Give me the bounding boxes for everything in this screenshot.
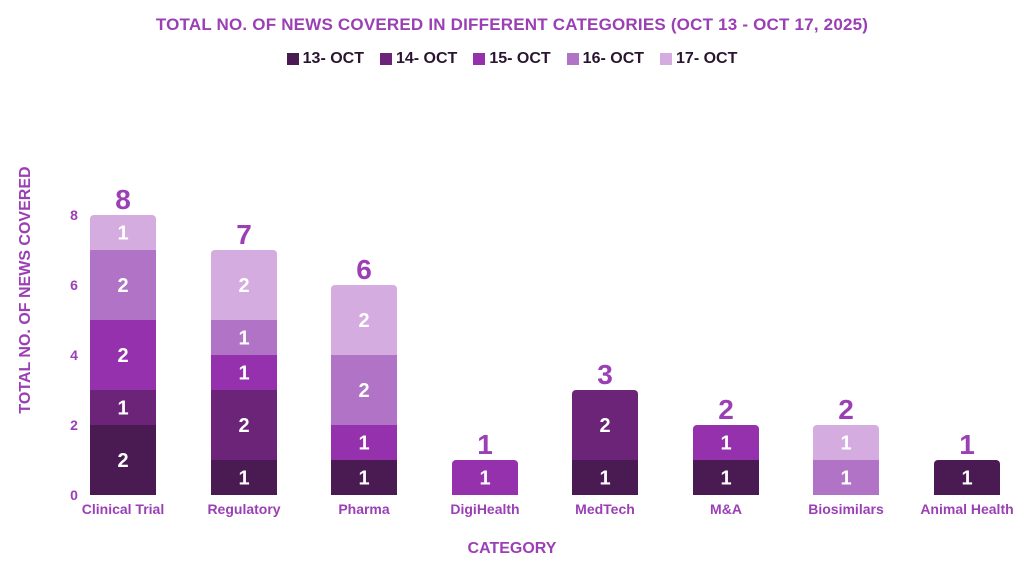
legend-swatch: [660, 53, 673, 65]
y-tick-label: 4: [70, 347, 78, 363]
x-tick-label: DigiHealth: [450, 501, 519, 517]
bar-segment: [331, 425, 397, 460]
y-tick-label: 0: [70, 487, 78, 503]
bar-segment: [693, 460, 759, 495]
segment-label: 1: [961, 468, 972, 490]
segment-label: 2: [238, 415, 249, 437]
legend-swatch: [473, 53, 486, 65]
x-tick-label: MedTech: [575, 501, 635, 517]
legend: 13- OCT 14- OCT 15- OCT 16- OCT 17- OCT: [0, 50, 1024, 68]
segment-label: 1: [238, 328, 249, 350]
bar-segment: [813, 460, 879, 495]
bar-segment: [90, 390, 156, 425]
segment-label: 1: [599, 468, 610, 490]
legend-label: 13- OCT: [302, 50, 364, 67]
segment-label: 1: [479, 468, 490, 490]
x-tick-label: Biosimilars: [808, 501, 884, 517]
bar-total-label: 2: [718, 394, 734, 425]
bar-segment: [572, 390, 638, 460]
segment-label: 1: [358, 433, 369, 455]
y-tick-label: 8: [70, 207, 78, 223]
bar-segment: [211, 320, 277, 355]
bar-total-label: 3: [597, 359, 613, 390]
legend-label: 15- OCT: [489, 50, 551, 67]
bar-total-label: 6: [356, 254, 372, 285]
bar-total-label: 1: [959, 429, 975, 460]
legend-swatch: [286, 53, 299, 65]
bar-segment: [90, 425, 156, 495]
x-tick-label: Animal Health: [920, 501, 1013, 517]
bar-segment: [211, 460, 277, 495]
legend-item: 13- OCT: [286, 50, 364, 68]
bar-segment: [934, 460, 1000, 495]
legend-label: 16- OCT: [582, 50, 645, 67]
bar-segment: [90, 320, 156, 390]
x-axis-label: CATEGORY: [467, 540, 557, 557]
bar-segment: [572, 460, 638, 495]
segment-label: 2: [358, 310, 369, 332]
bar-segment: [693, 425, 759, 460]
bar-total-label: 7: [236, 219, 252, 250]
x-tick-label: Pharma: [338, 501, 390, 517]
segment-label: 2: [599, 415, 610, 437]
legend-item: 14- OCT: [379, 50, 458, 68]
segment-label: 1: [358, 468, 369, 490]
y-tick-label: 6: [70, 277, 78, 293]
bar-segment: [452, 460, 518, 495]
segment-label: 2: [238, 275, 249, 297]
x-tick-label: M&A: [710, 501, 742, 517]
segment-label: 1: [840, 433, 851, 455]
segment-label: 2: [358, 380, 369, 402]
legend-swatch: [379, 53, 392, 65]
segment-label: 1: [840, 468, 851, 490]
segment-label: 1: [117, 223, 128, 245]
segment-label: 2: [117, 345, 128, 367]
segment-label: 1: [720, 468, 731, 490]
y-tick-label: 2: [70, 417, 78, 433]
legend-item: 17- OCT: [660, 50, 737, 68]
segment-label: 1: [117, 398, 128, 420]
segment-label: 1: [238, 363, 249, 385]
x-tick-label: Clinical Trial: [82, 501, 164, 517]
x-tick-label: Regulatory: [207, 501, 280, 517]
segment-label: 2: [117, 275, 128, 297]
legend-item: 16- OCT: [566, 50, 645, 68]
legend-label: 14- OCT: [395, 50, 458, 67]
y-axis-label: TOTAL NO. OF NEWS COVERED: [17, 166, 34, 414]
bar-segment: [331, 285, 397, 355]
bar-segment: [813, 425, 879, 460]
segment-label: 2: [117, 450, 128, 472]
bar-segment: [90, 250, 156, 320]
chart-title: TOTAL NO. OF NEWS COVERED IN DIFFERENT C…: [155, 15, 869, 34]
bar-segment: [331, 460, 397, 495]
segment-label: 1: [238, 468, 249, 490]
segment-label: 1: [720, 433, 731, 455]
bar-total-label: 8: [115, 184, 131, 215]
bar-segment: [331, 355, 397, 425]
bar-segment: [90, 215, 156, 250]
bar-segment: [211, 250, 277, 320]
legend-item: 15- OCT: [473, 50, 551, 68]
bar-total-label: 1: [477, 429, 493, 460]
bar-segment: [211, 355, 277, 390]
bar-segment: [211, 390, 277, 460]
legend-label: 17- OCT: [676, 50, 738, 67]
legend-swatch: [566, 53, 579, 65]
bar-total-label: 2: [838, 394, 854, 425]
